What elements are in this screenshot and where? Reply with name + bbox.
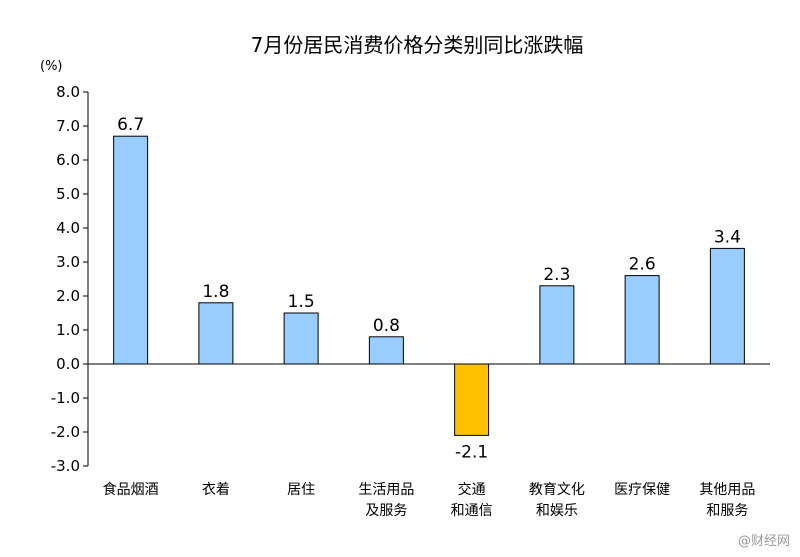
y-axis-ticks: 8.0 7.0 6.0 5.0 4.0 3.0 2.0 1.0 0.0 -1.0 -2.0 -3.0 bbox=[51, 83, 88, 475]
x-category-label: 交通 bbox=[458, 481, 486, 498]
x-category-label: 居住 bbox=[287, 482, 315, 498]
y-tick-label: -3.0 bbox=[51, 457, 80, 475]
x-category-label: 医疗保健 bbox=[614, 482, 670, 498]
data-label: -2.1 bbox=[455, 442, 488, 462]
x-category-label: 及服务 bbox=[365, 503, 407, 519]
bars bbox=[113, 135, 745, 436]
bar bbox=[539, 285, 575, 365]
data-label: 2.6 bbox=[629, 255, 656, 275]
bar bbox=[709, 247, 745, 365]
data-label: 1.5 bbox=[288, 292, 315, 312]
y-tick-label: 8.0 bbox=[56, 83, 80, 101]
y-tick-label: -1.0 bbox=[51, 389, 80, 407]
x-category-label: 食品烟酒 bbox=[103, 481, 159, 498]
y-tick-label: 5.0 bbox=[56, 185, 80, 203]
y-tick-label: 0.0 bbox=[56, 355, 80, 373]
x-category-label: 和娱乐 bbox=[536, 503, 578, 519]
x-category-label: 衣着 bbox=[202, 482, 230, 498]
bar bbox=[283, 312, 319, 365]
bar bbox=[454, 363, 490, 436]
bar bbox=[113, 135, 149, 365]
y-unit-label: (%) bbox=[40, 59, 63, 74]
y-tick-label: 7.0 bbox=[56, 117, 80, 135]
y-tick-label: 3.0 bbox=[56, 253, 80, 271]
bar bbox=[624, 275, 660, 365]
x-category-label: 和服务 bbox=[706, 503, 748, 519]
y-tick-label: 6.0 bbox=[56, 151, 80, 169]
data-label: 6.7 bbox=[117, 115, 144, 135]
data-label: 2.3 bbox=[543, 265, 570, 285]
data-labels: 6.7 1.8 1.5 0.8 -2.1 2.3 2.6 3.4 bbox=[117, 115, 741, 462]
data-label: 1.8 bbox=[202, 282, 229, 302]
data-label: 0.8 bbox=[373, 316, 400, 336]
y-tick-label: -2.0 bbox=[51, 423, 80, 441]
y-tick-label: 4.0 bbox=[56, 219, 80, 237]
y-tick-label: 1.0 bbox=[56, 321, 80, 339]
x-category-label: 教育文化 bbox=[529, 482, 585, 498]
data-label: 3.4 bbox=[714, 227, 741, 247]
bar bbox=[198, 302, 234, 365]
y-tick-label: 2.0 bbox=[56, 287, 80, 305]
x-category-label: 其他用品 bbox=[699, 482, 755, 498]
watermark-text: @财经网 bbox=[738, 534, 790, 549]
bar bbox=[368, 336, 404, 365]
x-category-label: 生活用品 bbox=[358, 482, 414, 498]
x-category-label: 和通信 bbox=[451, 503, 493, 519]
chart-title: 7月份居民消费价格分类别同比涨跌幅 bbox=[251, 33, 584, 57]
